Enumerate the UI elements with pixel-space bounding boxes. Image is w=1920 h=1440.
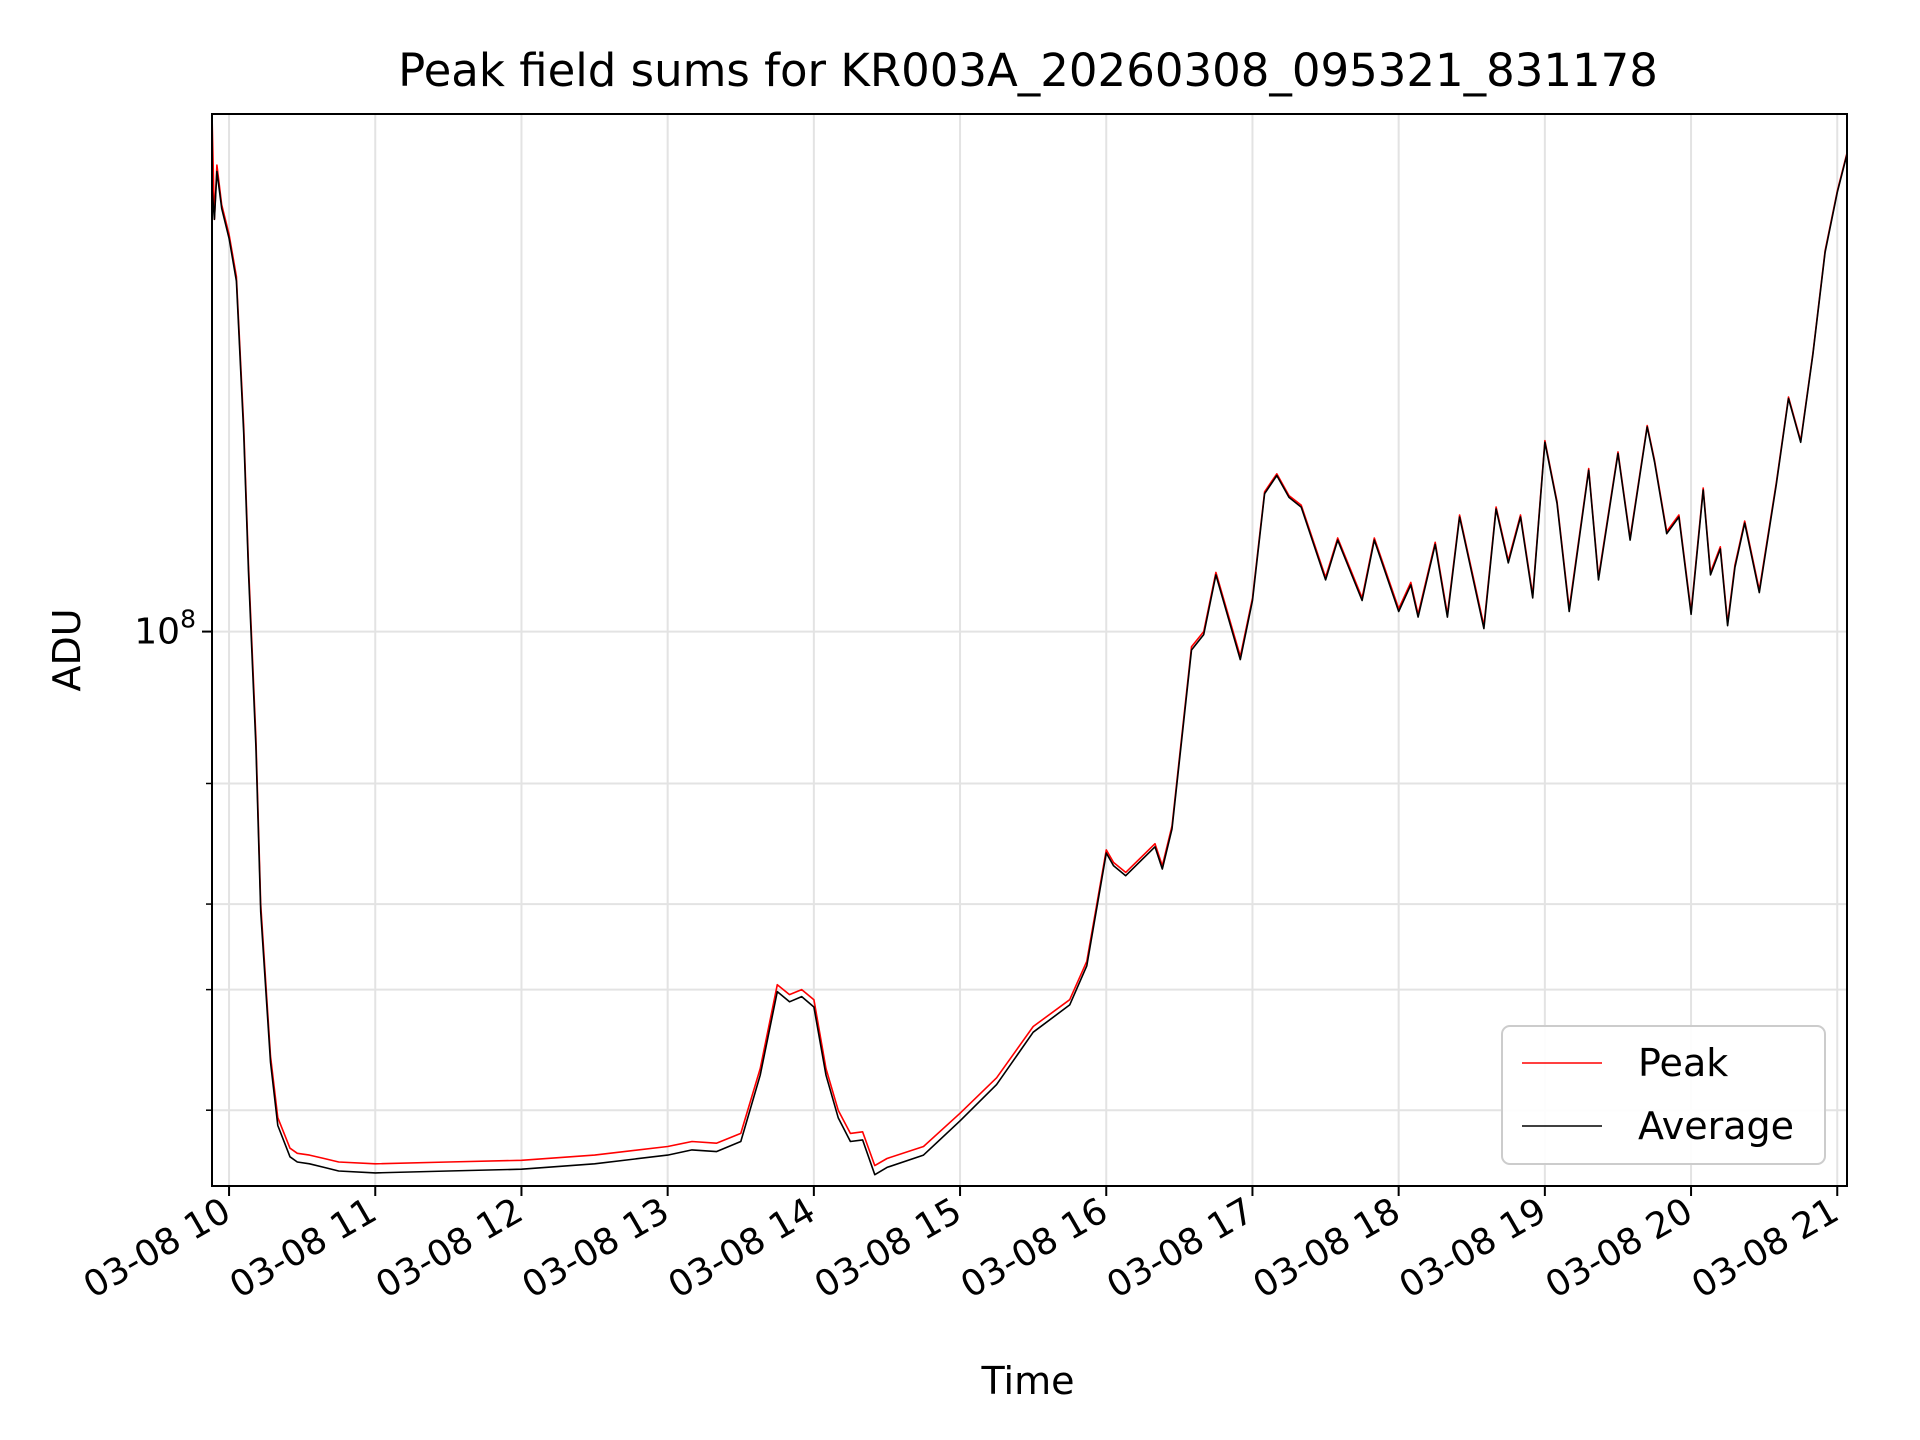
y-axis: 108 <box>134 605 212 1111</box>
legend-label-average: Average <box>1638 1104 1794 1148</box>
x-axis-label: Time <box>981 1359 1075 1403</box>
y-tick-label: 108 <box>134 605 196 653</box>
legend-label-peak: Peak <box>1638 1041 1728 1085</box>
plot-frame <box>211 113 1848 1187</box>
y-axis-label: ADU <box>45 608 89 691</box>
legend: Peak Average <box>1501 1025 1826 1165</box>
chart-title: Peak field sums for KR003A_20260308_0953… <box>398 44 1658 97</box>
grid <box>212 114 1847 1186</box>
legend-box <box>1501 1025 1826 1165</box>
series-layer <box>212 114 1847 1176</box>
series-line-average <box>212 154 1847 1176</box>
